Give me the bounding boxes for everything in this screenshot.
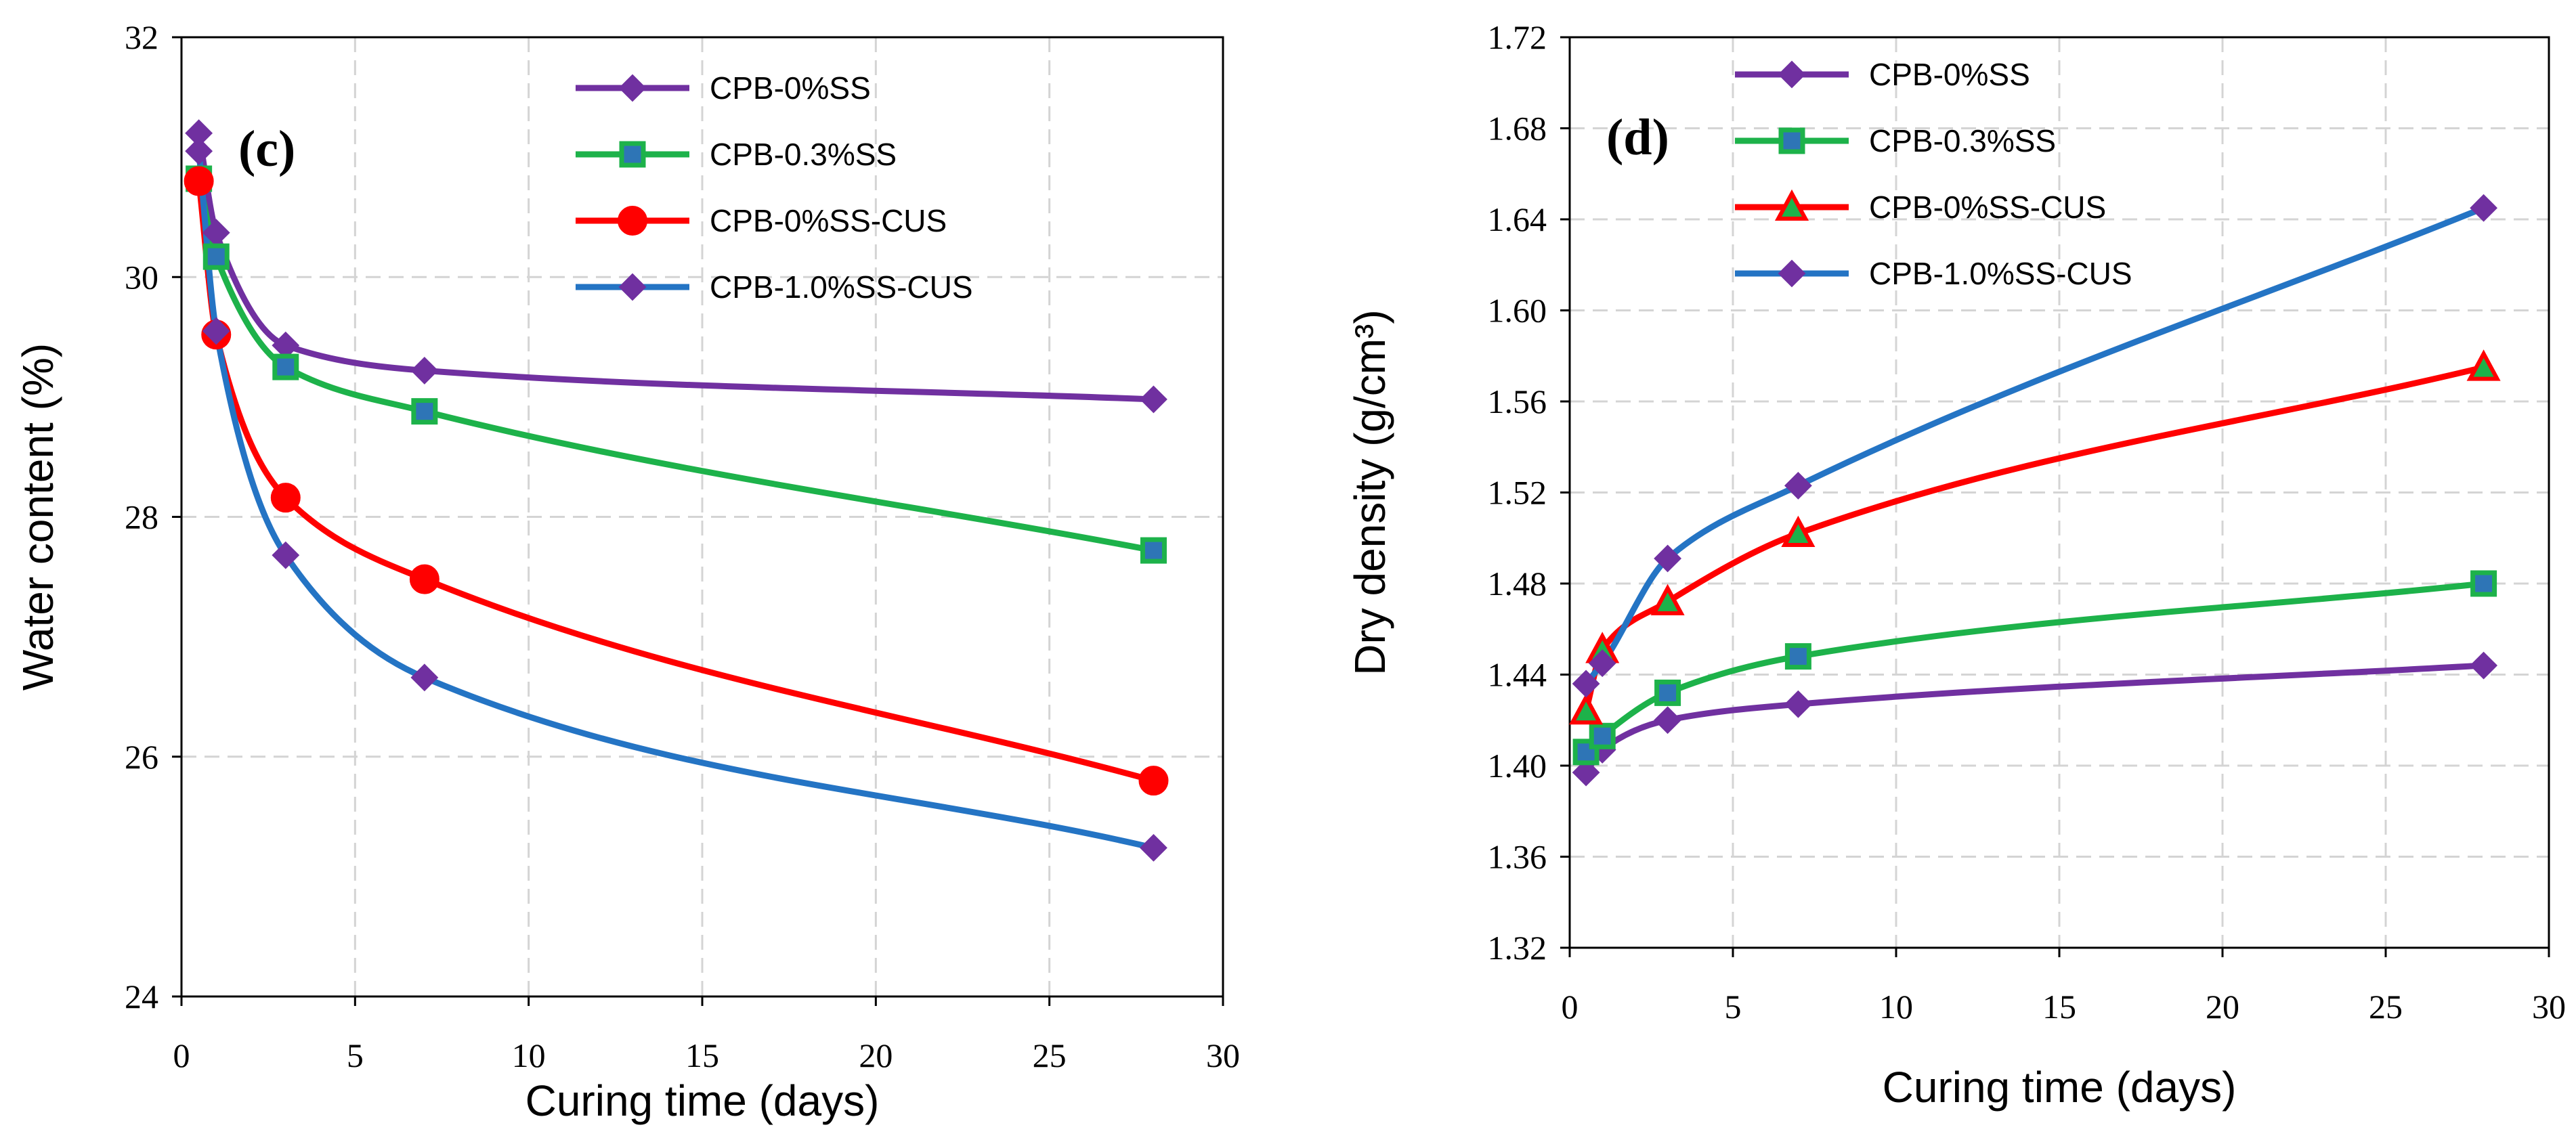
legend-label: CPB-0%SS-CUS xyxy=(710,203,947,238)
x-tick-label: 15 xyxy=(2042,988,2076,1026)
data-point-s4 xyxy=(410,663,439,692)
y-tick-label: 1.48 xyxy=(1488,565,1547,602)
y-axis-title: Water content (%) xyxy=(14,343,62,690)
series-line-2 xyxy=(196,175,1157,554)
y-tick-label: 30 xyxy=(125,258,158,296)
data-point-s2 xyxy=(1589,722,1616,749)
x-tick-label: 30 xyxy=(2532,988,2566,1026)
data-point-s1 xyxy=(1140,385,1167,414)
y-tick-label: 28 xyxy=(125,498,158,536)
y-tick-label: 26 xyxy=(125,738,158,776)
legend-marker xyxy=(619,141,646,168)
data-point-s2 xyxy=(1140,537,1167,564)
data-point-s1 xyxy=(1654,706,1682,735)
data-point-s3 xyxy=(184,166,214,196)
data-point-s4 xyxy=(1572,670,1600,698)
x-tick-label: 25 xyxy=(1033,1036,1067,1074)
legend-label: CPB-0%SS-CUS xyxy=(1869,190,2106,225)
legend-marker xyxy=(1774,189,1809,221)
x-tick-label: 10 xyxy=(1879,988,1913,1026)
legend: CPB-0%SS CPB-0.3%SS CPB-0%SS-CUS CPB-1.0%SS… xyxy=(576,70,973,305)
data-point-s1 xyxy=(1572,758,1600,787)
legend-label: CPB-0.3%SS xyxy=(710,137,897,172)
legend-marker xyxy=(618,206,647,236)
data-point-s4 xyxy=(272,541,300,569)
data-point-s4 xyxy=(185,137,213,165)
panel-label: (c) xyxy=(238,120,295,177)
x-tick-label: 25 xyxy=(2369,988,2403,1026)
data-point-s4 xyxy=(202,317,230,345)
y-axis-title: Dry density (g/cm³) xyxy=(1346,309,1394,676)
y-tick-label: 1.36 xyxy=(1488,838,1547,876)
data-point-s3 xyxy=(1569,693,1604,725)
x-tick-label: 20 xyxy=(2206,988,2239,1026)
series-line-4 xyxy=(196,148,1157,851)
data-point-s2 xyxy=(411,398,438,425)
data-point-s4 xyxy=(1784,471,1812,500)
chart-panel-c: 0 5 10 15 20 25 30 24 26 28 30 32 Curing time (days)… xyxy=(14,18,1240,1125)
data-point-s2 xyxy=(2470,570,2497,597)
legend-marker xyxy=(618,74,647,102)
legend-label: CPB-1.0%SS-CUS xyxy=(710,269,973,305)
x-tick-label: 20 xyxy=(859,1036,893,1074)
x-tick-label: 0 xyxy=(1562,988,1579,1026)
x-tick-label: 0 xyxy=(173,1036,190,1074)
data-point-s1 xyxy=(410,356,439,385)
data-point-s2 xyxy=(272,353,299,380)
legend-label: CPB-0%SS xyxy=(710,70,871,106)
y-tick-label: 1.64 xyxy=(1488,200,1547,238)
y-tick-label: 1.40 xyxy=(1488,747,1547,785)
x-tick-label: 15 xyxy=(685,1036,719,1074)
data-point-s3 xyxy=(270,483,301,513)
data-point-s2 xyxy=(1784,643,1811,670)
series-line-1 xyxy=(1583,662,2487,776)
legend-label: CPB-1.0%SS-CUS xyxy=(1869,256,2132,291)
x-tick-label: 5 xyxy=(347,1036,364,1074)
data-point-s2 xyxy=(202,243,230,270)
data-point-s3 xyxy=(2466,349,2501,381)
x-tick-label: 30 xyxy=(1206,1036,1240,1074)
x-axis-title: Curing time (days) xyxy=(525,1076,880,1125)
data-point-s4 xyxy=(1140,833,1167,862)
legend-marker xyxy=(1778,127,1805,154)
y-tick-label: 24 xyxy=(125,978,158,1015)
data-point-s1 xyxy=(1784,690,1812,718)
data-point-s3 xyxy=(1650,584,1685,615)
data-point-s3 xyxy=(1781,515,1816,548)
legend-marker xyxy=(618,273,647,301)
y-tick-label: 1.52 xyxy=(1488,474,1547,512)
data-point-s2 xyxy=(1654,679,1681,706)
x-tick-label: 5 xyxy=(1725,988,1742,1026)
data-point-s3 xyxy=(1138,766,1169,796)
y-tick-label: 1.68 xyxy=(1488,110,1547,148)
data-point-s1 xyxy=(2470,651,2498,680)
series-line-3 xyxy=(1583,364,2487,714)
series-line-4 xyxy=(1583,204,2487,687)
chart-panel-d: 0 5 10 15 20 25 30 1.32 1.36 1.40 1.44 1.48 1.52 1.56… xyxy=(1346,18,2566,1112)
data-point-s4 xyxy=(1588,649,1616,678)
x-axis-title: Curing time (days) xyxy=(1883,1063,2237,1112)
y-tick-label: 1.44 xyxy=(1488,656,1547,694)
data-point-s4 xyxy=(2470,194,2498,222)
y-tick-label: 32 xyxy=(125,18,158,56)
y-tick-label: 1.32 xyxy=(1488,929,1547,967)
panel-label: (d) xyxy=(1606,109,1669,166)
series-line-3 xyxy=(196,178,1157,784)
y-tick-label: 1.56 xyxy=(1488,382,1547,420)
legend-marker xyxy=(1778,259,1806,288)
series-line-2 xyxy=(1583,580,2487,755)
y-tick-label: 1.60 xyxy=(1488,292,1547,330)
legend-marker xyxy=(1778,60,1806,89)
legend-label: CPB-0%SS xyxy=(1869,57,2030,92)
data-point-s3 xyxy=(409,564,439,594)
legend: CPB-0%SS CPB-0.3%SS CPB-0%SS-CUS CPB-1.0%SS… xyxy=(1735,57,2132,291)
x-tick-label: 10 xyxy=(512,1036,546,1074)
series-line-1 xyxy=(196,130,1157,403)
y-tick-label: 1.72 xyxy=(1488,18,1547,56)
data-point-s4 xyxy=(1654,544,1682,573)
legend-label: CPB-0.3%SS xyxy=(1869,123,2056,158)
